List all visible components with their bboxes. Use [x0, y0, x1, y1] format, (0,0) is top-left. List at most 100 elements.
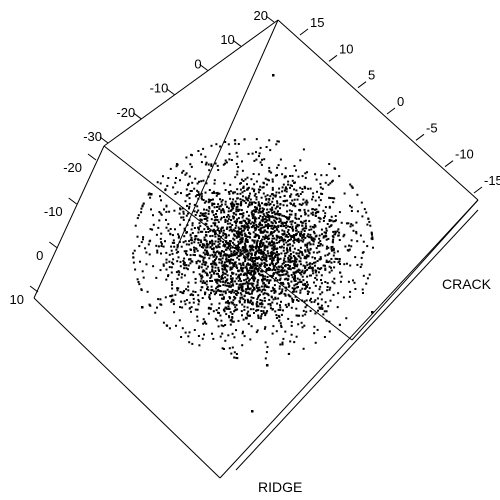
data-point	[231, 207, 234, 210]
data-point	[172, 299, 175, 302]
data-point	[290, 213, 293, 216]
data-point	[210, 144, 213, 147]
data-point	[258, 293, 261, 296]
data-point	[190, 153, 192, 156]
data-point	[238, 258, 241, 261]
data-point	[197, 209, 200, 212]
data-point	[235, 251, 238, 254]
axis-left-tick-mark	[87, 153, 97, 161]
data-point	[304, 256, 307, 259]
data-point	[268, 217, 271, 220]
data-point	[220, 216, 223, 219]
data-point	[318, 196, 320, 199]
data-point	[194, 281, 197, 284]
data-point	[260, 252, 263, 255]
data-point	[276, 200, 279, 203]
data-point	[304, 287, 307, 290]
data-point	[285, 222, 287, 224]
data-point	[155, 276, 158, 279]
data-point	[319, 186, 322, 189]
data-point	[300, 281, 303, 284]
data-point	[231, 313, 234, 315]
data-point	[257, 249, 260, 252]
data-point	[280, 300, 282, 303]
data-point	[296, 269, 299, 272]
data-point	[278, 213, 281, 215]
data-point	[180, 192, 182, 195]
data-point	[194, 177, 197, 180]
data-point	[297, 270, 300, 273]
data-point	[211, 244, 214, 247]
axis-top-right-tick-mark	[444, 160, 454, 168]
data-point	[306, 235, 309, 238]
frame-edge-right-lower	[235, 209, 479, 471]
data-point	[246, 210, 248, 213]
data-point	[229, 183, 232, 186]
data-point	[201, 263, 204, 266]
axis-left-tick-label: -10	[44, 204, 63, 219]
data-point	[259, 227, 262, 230]
data-point	[240, 264, 243, 267]
data-point	[278, 191, 281, 194]
data-point	[306, 248, 309, 251]
data-point	[157, 298, 160, 301]
data-point	[201, 212, 204, 215]
data-point	[255, 331, 258, 334]
data-point	[221, 264, 224, 267]
data-point	[234, 280, 237, 283]
data-point	[174, 228, 176, 231]
data-point	[269, 264, 272, 267]
data-point	[202, 199, 205, 201]
data-point	[270, 171, 273, 174]
data-point	[171, 287, 174, 290]
data-point	[206, 272, 209, 275]
data-point	[272, 274, 275, 277]
data-point	[310, 212, 313, 215]
data-point	[242, 195, 244, 198]
data-point	[233, 229, 236, 232]
data-point	[147, 243, 150, 246]
data-point	[295, 225, 298, 228]
data-point	[372, 246, 374, 249]
frame-edge-left	[33, 145, 105, 299]
data-point	[264, 246, 267, 249]
data-point	[207, 198, 210, 201]
data-point	[186, 224, 189, 227]
data-point	[168, 253, 171, 256]
data-point	[214, 235, 217, 238]
data-point	[274, 277, 277, 280]
data-point	[286, 250, 289, 253]
data-point	[211, 266, 214, 269]
data-point	[260, 196, 263, 199]
data-point	[315, 178, 318, 181]
data-point	[239, 241, 242, 243]
data-point	[209, 271, 211, 274]
data-point	[249, 300, 252, 303]
data-point	[264, 203, 266, 206]
data-point	[257, 201, 260, 204]
data-point	[227, 191, 230, 193]
data-point	[198, 180, 200, 183]
data-point	[188, 258, 190, 261]
data-point	[266, 231, 269, 234]
data-point	[253, 194, 256, 197]
data-point	[189, 163, 192, 166]
data-point	[217, 227, 220, 230]
data-point	[228, 347, 231, 350]
data-point	[317, 210, 320, 213]
data-point	[191, 181, 194, 184]
data-point	[185, 194, 188, 197]
data-point	[320, 274, 323, 277]
data-point	[274, 256, 277, 258]
data-point	[279, 220, 282, 223]
data-point	[306, 242, 309, 245]
data-point	[229, 197, 232, 200]
data-point	[356, 193, 359, 196]
data-point	[263, 226, 266, 229]
data-point	[312, 251, 315, 254]
data-point	[242, 214, 245, 217]
data-point	[138, 245, 141, 248]
data-point	[283, 230, 286, 233]
data-point	[247, 152, 250, 155]
data-point	[184, 331, 187, 334]
